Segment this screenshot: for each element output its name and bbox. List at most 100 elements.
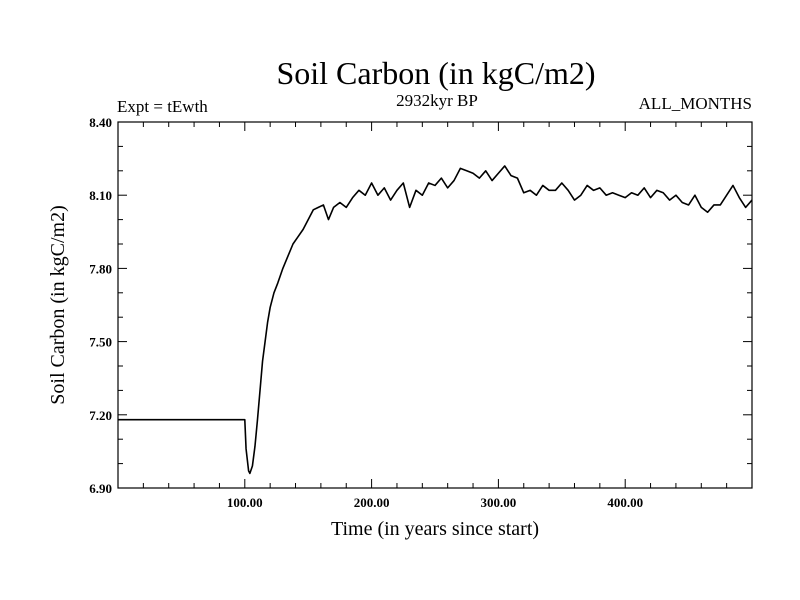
x-tick-label-300-00: 300.00 xyxy=(481,495,517,510)
data-point xyxy=(580,194,582,196)
data-point xyxy=(498,172,500,174)
data-point xyxy=(415,190,417,192)
data-point xyxy=(377,194,379,196)
months-label: ALL_MONTHS xyxy=(639,94,752,113)
data-point xyxy=(287,255,289,257)
y-axis-label: Soil Carbon (in kgC/m2) xyxy=(47,205,69,404)
data-point xyxy=(262,360,264,362)
experiment-label: Expt = tEwth xyxy=(117,97,208,116)
data-point xyxy=(523,192,525,194)
data-point xyxy=(631,192,633,194)
data-point xyxy=(312,209,314,211)
y-axis: 6.90 7.20 7.50 7.80 8.10 8.40 xyxy=(89,115,752,496)
data-point xyxy=(244,419,246,421)
y-tick-label-7-80: 7.80 xyxy=(89,261,112,276)
data-point xyxy=(248,470,250,472)
data-point xyxy=(726,194,728,196)
data-point xyxy=(323,204,325,206)
data-point xyxy=(548,190,550,192)
data-point xyxy=(751,199,753,201)
data-point xyxy=(352,197,354,199)
data-point xyxy=(302,229,304,231)
data-point xyxy=(257,419,259,421)
data-point xyxy=(277,282,279,284)
data-point xyxy=(536,194,538,196)
data-point xyxy=(700,207,702,209)
data-point xyxy=(434,185,436,187)
data-point xyxy=(252,465,254,467)
data-point xyxy=(249,473,251,475)
y-tick-label-8-40: 8.40 xyxy=(89,115,112,130)
chart-title: Soil Carbon (in kgC/m2) xyxy=(276,55,595,91)
data-point xyxy=(282,268,284,270)
data-point xyxy=(269,307,271,309)
data-point xyxy=(117,419,119,421)
data-point xyxy=(328,219,330,221)
data-point xyxy=(371,182,373,184)
y-tick-label-6-90: 6.90 xyxy=(89,481,112,496)
data-point xyxy=(612,192,614,194)
data-point xyxy=(447,187,449,189)
data-point xyxy=(593,190,595,192)
data-point xyxy=(739,197,741,199)
data-point xyxy=(403,182,405,184)
y-tick-label-7-20: 7.20 xyxy=(89,408,112,423)
data-point xyxy=(259,390,261,392)
data-point xyxy=(333,207,335,209)
data-point xyxy=(428,182,430,184)
series-points xyxy=(117,165,753,474)
x-axis-label: Time (in years since start) xyxy=(331,518,539,540)
data-point xyxy=(396,190,398,192)
data-point xyxy=(318,207,320,209)
data-point xyxy=(650,197,652,199)
plot-frame xyxy=(117,121,753,489)
x-tick-label-200-00: 200.00 xyxy=(354,495,390,510)
data-point xyxy=(264,341,266,343)
data-point xyxy=(245,448,247,450)
x-tick-label-400-00: 400.00 xyxy=(607,495,643,510)
data-point xyxy=(732,185,734,187)
data-point xyxy=(390,199,392,201)
data-point xyxy=(688,204,690,206)
data-point xyxy=(542,185,544,187)
data-point xyxy=(574,199,576,201)
data-point xyxy=(441,177,443,179)
data-point xyxy=(707,211,709,213)
data-point xyxy=(364,194,366,196)
data-point xyxy=(517,177,519,179)
data-point xyxy=(358,190,360,192)
data-point xyxy=(307,219,309,221)
data-point xyxy=(273,292,275,294)
soil-carbon-series-line xyxy=(118,165,753,475)
data-point xyxy=(472,172,474,174)
data-point xyxy=(479,177,481,179)
data-point xyxy=(529,190,531,192)
data-point xyxy=(561,182,563,184)
data-point xyxy=(339,202,341,204)
data-point xyxy=(599,187,601,189)
data-point xyxy=(491,180,493,182)
y-tick-label-8-10: 8.10 xyxy=(89,188,112,203)
data-point xyxy=(466,170,468,172)
data-point xyxy=(745,207,747,209)
data-point xyxy=(510,175,512,177)
data-point xyxy=(485,170,487,172)
data-point xyxy=(605,194,607,196)
data-point xyxy=(409,207,411,209)
data-point xyxy=(504,165,506,167)
data-point xyxy=(675,194,677,196)
data-point xyxy=(656,190,658,192)
x-axis: 100.00 200.00 300.00 400.00 xyxy=(142,122,728,510)
data-point xyxy=(267,321,269,323)
data-point xyxy=(345,207,347,209)
data-point xyxy=(669,199,671,201)
data-point xyxy=(460,168,462,170)
data-point xyxy=(713,204,715,206)
data-point xyxy=(662,192,664,194)
data-point xyxy=(297,236,299,238)
data-point xyxy=(453,180,455,182)
data-point xyxy=(567,190,569,192)
data-point xyxy=(422,194,424,196)
data-point xyxy=(624,197,626,199)
